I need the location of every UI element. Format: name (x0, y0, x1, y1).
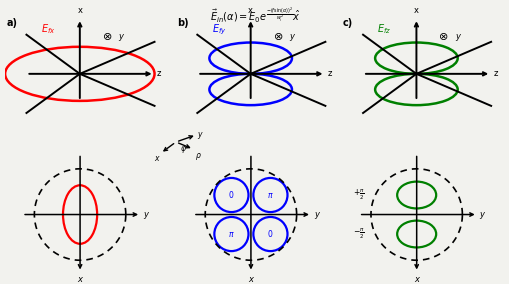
Text: y: y (454, 32, 459, 41)
Text: z: z (156, 69, 161, 78)
Text: z: z (327, 69, 331, 78)
Text: $\otimes$: $\otimes$ (101, 31, 112, 42)
Text: $-\frac{\pi}{2}$: $-\frac{\pi}{2}$ (352, 227, 364, 241)
Text: y: y (143, 210, 148, 219)
Text: $\rho$: $\rho$ (194, 151, 201, 162)
Text: x: x (413, 7, 418, 16)
Text: $\otimes$: $\otimes$ (437, 31, 448, 42)
Text: y: y (118, 32, 123, 41)
Text: $\otimes$: $\otimes$ (272, 31, 282, 42)
Text: x: x (248, 275, 253, 284)
Text: z: z (492, 69, 497, 78)
Text: $E_{fy}$: $E_{fy}$ (211, 23, 225, 37)
Text: $E_{fz}$: $E_{fz}$ (377, 23, 391, 36)
Text: b): b) (177, 18, 189, 28)
Text: x: x (77, 7, 82, 16)
Text: $\pi$: $\pi$ (228, 229, 234, 239)
Text: $\varphi$: $\varphi$ (180, 144, 187, 155)
Text: y: y (478, 210, 484, 219)
Text: 0: 0 (229, 191, 234, 200)
Text: c): c) (343, 18, 353, 28)
Text: 0: 0 (267, 229, 272, 239)
Text: x: x (413, 275, 418, 284)
Text: x: x (154, 154, 159, 163)
Text: y: y (289, 32, 294, 41)
Text: $\pi$: $\pi$ (267, 191, 273, 200)
Text: y: y (313, 210, 318, 219)
Text: $E_{fx}$: $E_{fx}$ (41, 23, 55, 36)
Text: x: x (77, 275, 82, 284)
Text: a): a) (7, 18, 17, 28)
Text: x: x (248, 7, 252, 16)
Text: $\vec{E}_{in}(\alpha) = E_0 e^{\frac{-(f\sin(\alpha))^2}{w_i^2}} \hat{x}$: $\vec{E}_{in}(\alpha) = E_0 e^{\frac{-(f… (209, 6, 300, 25)
Text: $+\frac{\pi}{2}$: $+\frac{\pi}{2}$ (352, 188, 364, 202)
Text: y: y (197, 130, 202, 139)
